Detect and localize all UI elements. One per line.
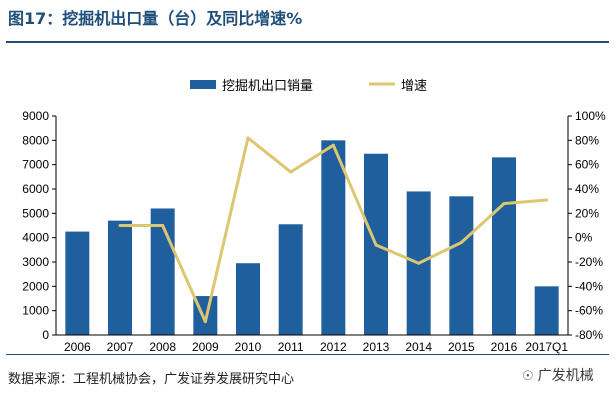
y-right-tick-label: 80%: [575, 133, 599, 147]
x-tick-label: 2008: [149, 340, 176, 354]
growth-point: [502, 202, 506, 206]
growth-point: [161, 224, 165, 227]
y-left-tick-label: 7000: [22, 158, 49, 172]
line-series: [118, 136, 549, 324]
legend-bar-swatch: [190, 80, 216, 89]
title-divider: [6, 41, 609, 43]
bar: [449, 196, 474, 335]
y-right-tick-label: -20%: [575, 255, 603, 269]
bar-series: [65, 140, 559, 335]
x-tick-label: 2011: [278, 340, 304, 354]
y-right-tick-label: -40%: [575, 279, 603, 293]
source-note: 数据来源：工程机械协会，广发证券发展研究中心: [8, 372, 295, 387]
growth-point: [374, 243, 378, 247]
y-left-tick-label: 3000: [22, 255, 49, 269]
footer-divider: [6, 354, 609, 355]
bar: [534, 286, 559, 335]
y-right-tick-label: -60%: [575, 304, 603, 318]
growth-point: [118, 224, 122, 227]
bar: [492, 157, 516, 335]
legend-line-label: 增速: [401, 79, 427, 94]
x-tick-label: 2006: [64, 340, 91, 354]
bar: [321, 140, 346, 335]
watermark-text: 广发机械: [537, 368, 594, 384]
y-left-tick-label: 6000: [22, 182, 49, 196]
bar: [150, 208, 175, 335]
growth-point: [417, 261, 421, 265]
growth-point: [203, 320, 207, 324]
x-tick-label: 2015: [448, 340, 475, 354]
y-right-tick-label: 40%: [575, 182, 599, 196]
y-left-tick-label: 2000: [22, 279, 49, 293]
bar: [278, 224, 303, 335]
x-tick-label: 2009: [192, 340, 219, 354]
x-tick-label: 2010: [235, 340, 262, 354]
y-right-tick-label: 0%: [575, 231, 593, 245]
legend-bar-label: 挖掘机出口销量: [222, 79, 313, 94]
y-right-tick-label: -80%: [575, 328, 603, 342]
y-left-tick-label: 4000: [22, 231, 49, 245]
y-left-tick-label: 1000: [22, 304, 49, 318]
y-left-tick-label: 0: [42, 328, 49, 342]
bar: [236, 263, 260, 335]
y-right-tick-label: 60%: [575, 158, 599, 172]
figure-title: 图17：挖掘机出口量（台）及同比增速%: [8, 9, 303, 28]
bar: [108, 220, 132, 335]
y-right-tick-label: 20%: [575, 206, 599, 220]
y-left-tick-label: 9000: [22, 109, 49, 123]
wechat-icon: ☉: [522, 369, 534, 384]
x-tick-label: 2014: [405, 340, 432, 354]
x-tick-label: 2012: [320, 340, 347, 354]
x-tick-label: 2017Q1: [525, 340, 568, 354]
y-left-tick-label: 5000: [22, 206, 49, 220]
plot-area: 0 1000 2000 3000 4000 5000 6000 7000 8000 9000 -80…: [22, 109, 606, 354]
x-tick-label: 2016: [491, 340, 518, 354]
y-right-tick-label: 100%: [575, 109, 606, 123]
growth-point: [459, 241, 463, 245]
watermark: ☉ 广发机械: [522, 365, 594, 385]
growth-point: [545, 198, 549, 202]
growth-point: [246, 136, 250, 140]
x-tick-label: 2007: [107, 340, 134, 354]
x-tick-label: 2013: [363, 340, 390, 354]
axes: 0 1000 2000 3000 4000 5000 6000 7000 8000 9000 -80…: [22, 109, 606, 354]
growth-point: [289, 170, 293, 174]
y-left-tick-label: 8000: [22, 133, 49, 147]
growth-point: [331, 143, 335, 147]
legend: 挖掘机出口销量 增速: [190, 79, 427, 94]
bar: [65, 231, 90, 335]
